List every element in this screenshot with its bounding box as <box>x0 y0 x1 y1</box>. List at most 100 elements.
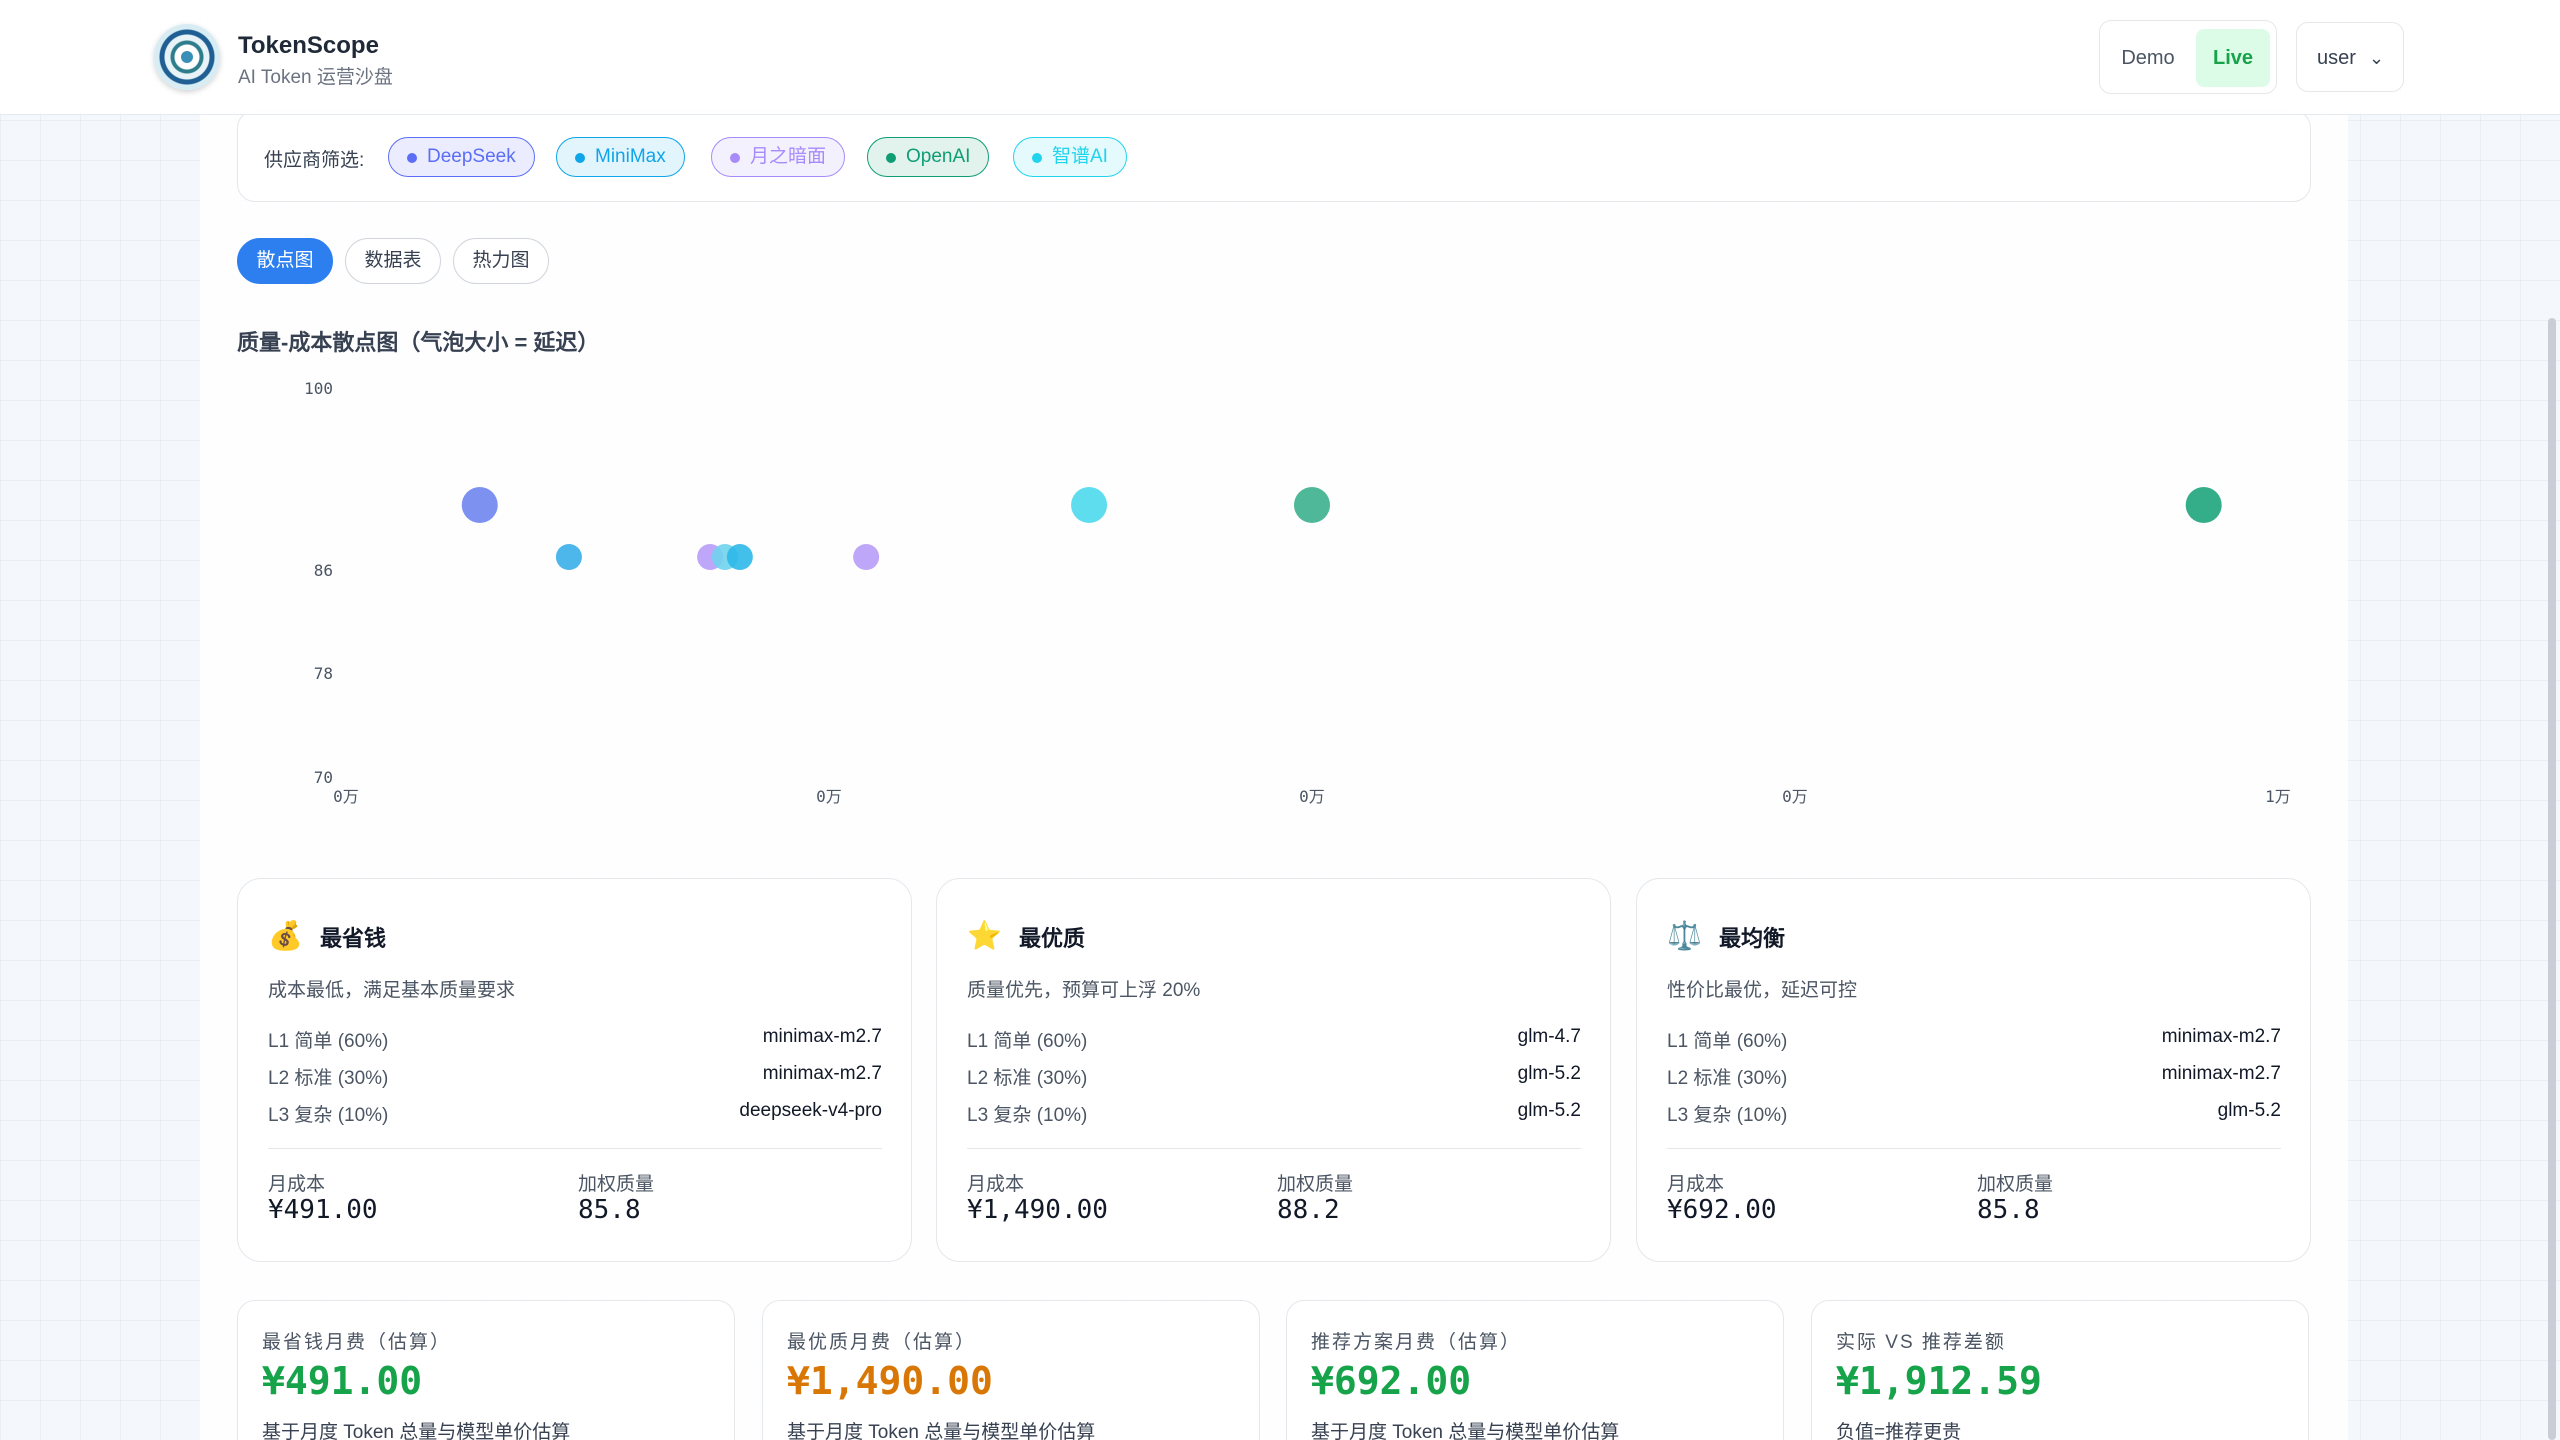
card-divider <box>268 1148 882 1149</box>
app-title: TokenScope <box>238 32 379 59</box>
vendor-chip-deepseek[interactable]: DeepSeek <box>388 137 535 177</box>
x-tick-label: 0万 <box>333 787 359 806</box>
scatter-point[interactable] <box>461 487 498 523</box>
page-scrollbar[interactable] <box>2548 318 2556 1440</box>
monthly-cost-value: ¥1,490.00 <box>967 1195 1108 1225</box>
level-label: L3 复杂 (10%) <box>1667 1105 1788 1126</box>
vendor-chip-label: MiniMax <box>595 146 666 167</box>
level-label: L3 复杂 (10%) <box>967 1105 1088 1126</box>
monthly-cost-label: 月成本 <box>1667 1174 1725 1195</box>
scatter-point[interactable] <box>853 544 880 570</box>
app-logo <box>154 24 220 90</box>
card-divider <box>967 1148 1581 1149</box>
user-label: user <box>2317 47 2356 69</box>
stat-value: ¥1,912.59 <box>1836 1359 2042 1403</box>
user-menu-button[interactable]: user ⌄ <box>2296 22 2404 92</box>
stat-note: 基于月度 Token 总量与模型单价估算 <box>787 1422 1096 1440</box>
top-header: TokenScope AI Token 运营沙盘 Demo Live user … <box>0 0 2560 115</box>
vendor-dot-icon <box>575 153 585 163</box>
strategy-card-balanced: ⚖️ 最均衡 性价比最优，延迟可控 L1 简单 (60%) minimax-m2.7 L2… <box>1636 878 2311 1262</box>
vendor-dot-icon <box>730 153 740 163</box>
model-name: minimax-m2.7 <box>2161 1026 2281 1047</box>
model-name: glm-5.2 <box>1517 1063 1581 1084</box>
vendor-chip-label: 月之暗面 <box>750 146 827 167</box>
stat-label: 最省钱月费（估算） <box>262 1332 452 1353</box>
level-label: L2 标准 (30%) <box>1667 1068 1788 1089</box>
strategy-title: 最省钱 <box>320 926 387 951</box>
scatter-point[interactable] <box>1294 487 1330 523</box>
strategy-icon: ⚖️ <box>1667 920 1702 951</box>
vendor-chip-label: OpenAI <box>906 146 971 167</box>
monthly-cost-label: 月成本 <box>967 1174 1025 1195</box>
scatter-point[interactable] <box>2185 487 2222 523</box>
strategy-level-row: L1 简单 (60%) minimax-m2.7 <box>268 1026 882 1053</box>
stat-note: 基于月度 Token 总量与模型单价估算 <box>262 1422 571 1440</box>
tab-scatter[interactable]: 散点图 <box>237 238 333 284</box>
weighted-quality-value: 88.2 <box>1277 1195 1340 1225</box>
stat-value: ¥491.00 <box>262 1359 423 1403</box>
weighted-quality-label: 加权质量 <box>1277 1174 1354 1195</box>
weighted-quality-value: 85.8 <box>578 1195 641 1225</box>
y-tick-label: 70 <box>314 768 333 787</box>
strategy-icon: 💰 <box>268 920 303 951</box>
model-name: glm-5.2 <box>1517 1100 1581 1121</box>
vendor-filter-bar: 供应商筛选: DeepSeek MiniMax 月之暗面 OpenAI 智谱AI <box>237 110 2311 202</box>
strategy-card-best-quality: ⭐ 最优质 质量优先，预算可上浮 20% L1 简单 (60%) glm-4.7 L2 标… <box>936 878 1611 1262</box>
stat-card-recommended-cost: 推荐方案月费（估算） ¥692.00 基于月度 Token 总量与模型单价估算 <box>1286 1300 1784 1440</box>
strategy-level-row: L3 复杂 (10%) glm-5.2 <box>1667 1100 2281 1127</box>
stat-note: 基于月度 Token 总量与模型单价估算 <box>1311 1422 1620 1440</box>
level-label: L1 简单 (60%) <box>268 1031 389 1052</box>
stat-value: ¥692.00 <box>1311 1359 1472 1403</box>
y-tick-label: 78 <box>314 664 333 683</box>
strategy-level-row: L1 简单 (60%) glm-4.7 <box>967 1026 1581 1053</box>
stat-card-cheapest-cost: 最省钱月费（估算） ¥491.00 基于月度 Token 总量与模型单价估算 <box>237 1300 735 1440</box>
strategy-title: 最均衡 <box>1719 926 1786 951</box>
stat-label: 实际 VS 推荐差额 <box>1836 1332 2006 1353</box>
stat-card-difference: 实际 VS 推荐差额 ¥1,912.59 负值=推荐更贵 <box>1811 1300 2309 1440</box>
vendor-chip-openai[interactable]: OpenAI <box>867 137 990 177</box>
weighted-quality-label: 加权质量 <box>578 1174 655 1195</box>
stat-label: 推荐方案月费（估算） <box>1311 1332 1522 1353</box>
vendor-chip-zhipu[interactable]: 智谱AI <box>1013 137 1127 177</box>
strategy-level-row: L2 标准 (30%) minimax-m2.7 <box>1667 1063 2281 1090</box>
stat-value: ¥1,490.00 <box>787 1359 993 1403</box>
strategy-level-row: L3 复杂 (10%) glm-5.2 <box>967 1100 1581 1127</box>
model-name: glm-5.2 <box>2217 1100 2281 1121</box>
vendor-chip-moonshot[interactable]: 月之暗面 <box>711 137 846 177</box>
weighted-quality-label: 加权质量 <box>1977 1174 2054 1195</box>
y-tick-label: 100 <box>304 379 333 398</box>
monthly-cost-value: ¥692.00 <box>1667 1195 1777 1225</box>
vendor-chip-minimax[interactable]: MiniMax <box>556 137 685 177</box>
tab-heatmap[interactable]: 热力图 <box>453 238 549 284</box>
monthly-cost-label: 月成本 <box>268 1174 326 1195</box>
strategy-description: 性价比最优，延迟可控 <box>1667 980 1858 1001</box>
model-name: minimax-m2.7 <box>762 1063 882 1084</box>
app-subtitle: AI Token 运营沙盘 <box>238 67 393 88</box>
model-name: minimax-m2.7 <box>2161 1063 2281 1084</box>
vendor-chip-label: DeepSeek <box>427 146 516 167</box>
mode-switch: Demo Live <box>2099 20 2277 94</box>
scatter-point[interactable] <box>726 544 753 570</box>
monthly-cost-value: ¥491.00 <box>268 1195 378 1225</box>
vendor-dot-icon <box>1032 153 1042 163</box>
x-tick-label: 0万 <box>1782 787 1808 806</box>
x-tick-label: 1万 <box>2265 787 2291 806</box>
vendor-filter-label: 供应商筛选: <box>264 150 365 171</box>
strategy-card-cheapest: 💰 最省钱 成本最低，满足基本质量要求 L1 简单 (60%) minimax-m2.7… <box>237 878 912 1262</box>
strategy-level-row: L2 标准 (30%) minimax-m2.7 <box>268 1063 882 1090</box>
level-label: L3 复杂 (10%) <box>268 1105 389 1126</box>
strategy-description: 成本最低，满足基本质量要求 <box>268 980 516 1001</box>
strategy-icon: ⭐ <box>967 920 1002 951</box>
chevron-down-icon: ⌄ <box>2369 48 2385 68</box>
scatter-point[interactable] <box>555 544 582 570</box>
vendor-dot-icon <box>886 153 896 163</box>
strategy-description: 质量优先，预算可上浮 20% <box>967 980 1201 1001</box>
mode-demo-button[interactable]: Demo <box>2121 47 2175 69</box>
level-label: L1 简单 (60%) <box>967 1031 1088 1052</box>
mode-live-button[interactable]: Live <box>2196 29 2270 87</box>
vendor-chip-label: 智谱AI <box>1052 146 1108 167</box>
strategy-level-row: L2 标准 (30%) glm-5.2 <box>967 1063 1581 1090</box>
scatter-point[interactable] <box>1071 487 1108 523</box>
tab-table[interactable]: 数据表 <box>345 238 441 284</box>
stat-note: 负值=推荐更贵 <box>1836 1422 1962 1440</box>
